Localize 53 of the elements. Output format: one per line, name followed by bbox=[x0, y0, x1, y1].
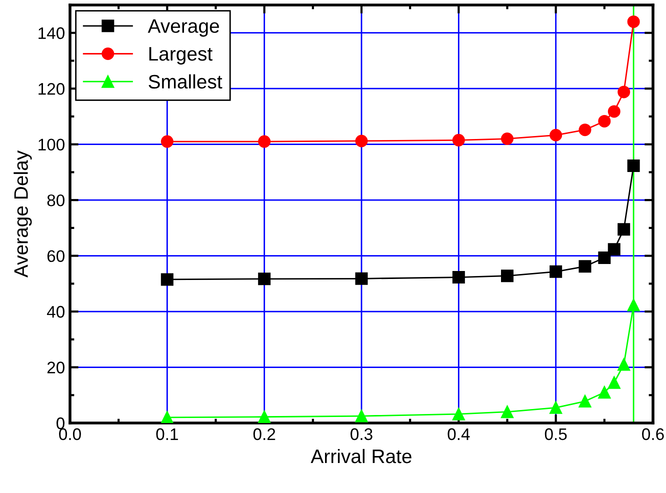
legend-label: Largest bbox=[149, 47, 212, 65]
y-tick-label: 80 bbox=[47, 194, 64, 206]
point bbox=[618, 223, 630, 236]
point bbox=[452, 134, 465, 146]
point bbox=[355, 134, 368, 148]
point bbox=[160, 273, 174, 286]
point bbox=[608, 243, 620, 256]
y-axis-title: Average Delay bbox=[14, 150, 32, 278]
y-tick-label: 100 bbox=[38, 138, 64, 151]
point bbox=[608, 376, 620, 389]
x-tick-label: 0.1 bbox=[156, 428, 178, 440]
y-tick-label: 120 bbox=[38, 83, 64, 95]
point bbox=[258, 410, 271, 423]
point bbox=[355, 410, 368, 422]
point bbox=[501, 406, 514, 418]
point bbox=[550, 401, 562, 414]
point bbox=[618, 358, 630, 371]
y-tick-label: 0 bbox=[56, 417, 64, 430]
x-tick-label: 0.3 bbox=[350, 428, 372, 440]
point bbox=[598, 386, 611, 399]
point bbox=[452, 408, 465, 420]
x-tick-label: 0.4 bbox=[448, 428, 470, 440]
x-tick-label: 0.5 bbox=[544, 428, 567, 440]
x-tick-label: 0.0 bbox=[59, 428, 81, 440]
point bbox=[501, 270, 514, 282]
x-tick-label: 0.6 bbox=[642, 428, 664, 440]
point bbox=[627, 298, 640, 312]
point bbox=[627, 160, 640, 172]
point bbox=[452, 271, 465, 284]
point bbox=[160, 135, 174, 148]
point bbox=[550, 265, 562, 278]
point bbox=[598, 252, 611, 264]
y-tick-label: 60 bbox=[47, 250, 64, 262]
point bbox=[160, 411, 174, 423]
point bbox=[618, 86, 630, 98]
point bbox=[258, 135, 271, 148]
point bbox=[258, 272, 271, 286]
y-tick-label: 140 bbox=[38, 27, 64, 40]
point bbox=[608, 105, 620, 118]
legend-label: Average bbox=[148, 19, 219, 37]
point bbox=[598, 114, 611, 128]
point bbox=[501, 132, 514, 146]
x-axis-title: Arrival Rate bbox=[310, 448, 412, 464]
y-tick-label: 20 bbox=[47, 362, 64, 374]
point bbox=[627, 15, 640, 28]
point bbox=[550, 128, 562, 142]
point bbox=[355, 272, 368, 285]
point bbox=[578, 124, 592, 136]
x-tick-label: 0.2 bbox=[253, 428, 276, 440]
point bbox=[578, 395, 592, 408]
legend-label: Smallest bbox=[148, 74, 222, 89]
y-tick-label: 40 bbox=[46, 306, 64, 318]
point bbox=[578, 260, 592, 273]
